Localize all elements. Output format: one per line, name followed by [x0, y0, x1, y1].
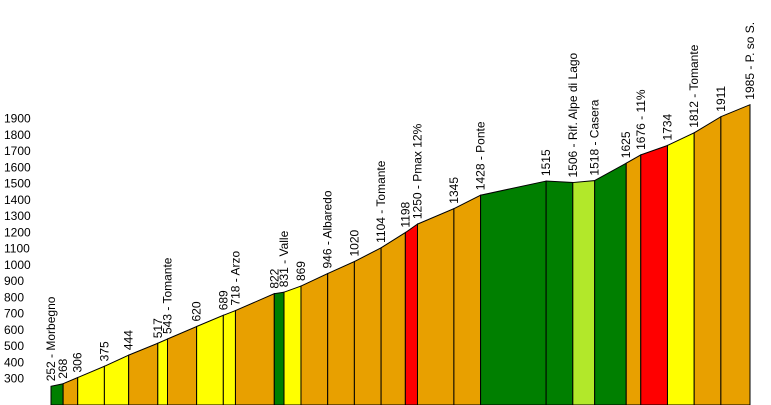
y-tick-label: 900 [4, 274, 24, 288]
profile-segment [453, 194, 482, 405]
profile-segment [283, 285, 302, 405]
y-tick-label: 1500 [4, 177, 31, 191]
point-label: 252 - Morbegno [44, 296, 58, 381]
y-tick-label: 1900 [4, 112, 31, 126]
profile-segment [353, 247, 382, 405]
point-label: 517 [151, 318, 165, 338]
point-label: 306 [71, 352, 85, 372]
point-label: 718 - Arzo [228, 251, 242, 306]
y-tick-label: 1100 [4, 242, 30, 256]
point-label: 1734 [660, 113, 674, 140]
y-tick-label: 800 [4, 290, 24, 304]
profile-segment [62, 376, 79, 405]
profile-segment [480, 180, 547, 405]
y-tick-label: 500 [4, 339, 24, 353]
point-label: 1506 - Rif. Alpe di Lago [566, 52, 580, 177]
point-label: 1911 [714, 86, 728, 112]
point-label: 822 [267, 268, 281, 288]
y-tick-label: 1800 [4, 128, 31, 142]
point-label: 444 [122, 330, 136, 350]
profile-segment [666, 132, 695, 405]
profile-segment [594, 162, 627, 405]
point-label: 620 [190, 301, 204, 321]
profile-segment [196, 314, 224, 405]
y-tick-label: 400 [4, 355, 24, 369]
profile-segment [327, 260, 355, 405]
point-label: 689 [216, 290, 230, 310]
y-tick-label: 700 [4, 307, 24, 321]
point-label: 1518 - Casera [588, 99, 602, 175]
profile-segment [167, 325, 198, 405]
y-tick-label: 600 [4, 323, 24, 337]
y-tick-label: 1400 [4, 193, 31, 207]
point-label: 869 [294, 261, 308, 281]
profile-segment [273, 291, 285, 405]
y-tick-label: 1300 [4, 209, 31, 223]
profile-segment [416, 207, 455, 405]
point-label: 1345 [447, 177, 461, 204]
point-label: 1625 [619, 131, 633, 158]
profile-segment [222, 309, 236, 405]
profile-segment [720, 103, 751, 405]
point-label: 543 - Tomante [161, 257, 175, 334]
point-label: 375 [97, 341, 111, 361]
profile-segment [404, 223, 418, 405]
point-label: 1428 - Ponte [474, 121, 488, 190]
profile-segment [380, 231, 406, 405]
profile-segment [300, 272, 329, 405]
profile-segment [545, 180, 574, 405]
point-label: 946 - Albaredo [321, 190, 335, 268]
point-label: 1812 - Tomante [687, 44, 701, 127]
profile-segment [625, 154, 642, 405]
y-axis-tick-labels: 300 400 500 600 700 800 900 1000 1100 1200 1300 140… [4, 112, 31, 386]
y-tick-label: 1600 [4, 160, 31, 174]
profile-segments [50, 103, 751, 405]
point-label: 1020 [347, 229, 361, 256]
point-label: 1676 - 11% [634, 89, 648, 150]
y-tick-label: 300 [4, 372, 24, 386]
profile-segment [50, 383, 64, 405]
profile-segment [103, 354, 130, 405]
point-label: 1985 - P. so S. [743, 22, 757, 100]
point-label: 831 - Valle [277, 230, 291, 287]
point-label: 1104 - Tomante [374, 160, 388, 243]
point-label: 1250 - Pmax 12% [410, 123, 424, 219]
point-label: 268 [56, 358, 70, 378]
profile-segment [572, 180, 596, 405]
profile-segment [234, 292, 275, 405]
profile-segment [640, 144, 668, 405]
y-tick-label: 1700 [4, 144, 31, 158]
y-tick-label: 1000 [4, 258, 31, 272]
point-label: 1515 [539, 149, 553, 176]
point-label: 1198 [398, 201, 412, 227]
profile-segment [157, 338, 168, 405]
y-tick-label: 1200 [4, 225, 31, 239]
profile-segment [693, 115, 722, 405]
profile-segment [128, 342, 159, 405]
